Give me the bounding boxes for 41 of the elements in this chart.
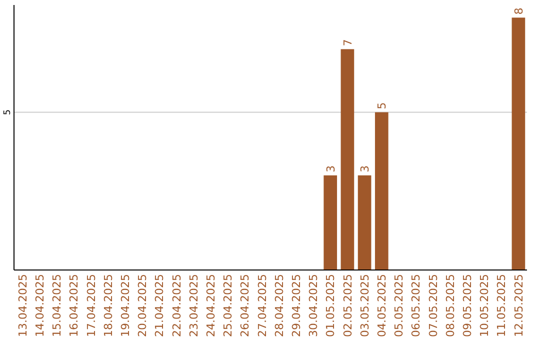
x-tick-label: 03.05.2025	[358, 274, 372, 337]
x-tick-label: 05.05.2025	[392, 274, 406, 337]
bar	[374, 112, 388, 270]
x-tick-label: 24.04.2025	[204, 274, 218, 337]
data-label: 8	[512, 8, 526, 15]
x-tick-label: 19.04.2025	[119, 274, 132, 337]
x-tick-label: 27.04.2025	[256, 274, 269, 337]
x-tick-label: 08.05.2025	[444, 274, 457, 337]
x-tick-label: 13.04.2025	[16, 274, 30, 337]
bar	[340, 49, 354, 270]
bar	[512, 18, 526, 270]
x-tick-label: 02.05.2025	[341, 274, 354, 337]
x-tick-label: 04.05.2025	[376, 274, 388, 337]
x-tick-label: 30.04.2025	[307, 274, 320, 337]
x-tick-label: 06.05.2025	[410, 274, 423, 337]
data-label: 3	[358, 165, 372, 172]
data-label: 7	[341, 39, 354, 46]
x-tick-label: 22.04.2025	[170, 274, 184, 337]
x-tick-label: 10.05.2025	[478, 274, 492, 337]
x-tick-label: 29.04.2025	[290, 274, 303, 337]
x-tick-label: 16.04.2025	[68, 274, 81, 337]
x-tick-label: 17.04.2025	[84, 274, 98, 337]
x-tick-label: 14.04.2025	[34, 274, 46, 337]
data-label: 5	[376, 102, 389, 110]
x-tick-label: 09.05.2025	[461, 274, 474, 337]
x-tick-label: 11.05.2025	[495, 274, 508, 337]
x-tick-label: 28.04.2025	[272, 274, 286, 337]
x-tick-label: 18.04.2025	[102, 274, 115, 337]
x-tick-label: 07.05.2025	[426, 274, 440, 337]
x-tick-label: 01.05.2025	[324, 274, 338, 337]
x-tick-label: 12.05.2025	[512, 274, 526, 337]
data-label: 3	[324, 165, 338, 172]
x-tick-label: 26.04.2025	[238, 274, 252, 337]
bar	[358, 175, 372, 270]
x-tick-label: 20.04.2025	[136, 274, 150, 337]
bar	[324, 175, 338, 270]
x-tick-label: 21.04.2025	[153, 274, 166, 337]
x-tick-label: 23.04.2025	[187, 274, 200, 337]
x-tick-label: 25.04.2025	[222, 274, 235, 337]
ref-line-label: 5	[3, 109, 13, 116]
x-tick-label: 15.04.2025	[50, 274, 64, 337]
